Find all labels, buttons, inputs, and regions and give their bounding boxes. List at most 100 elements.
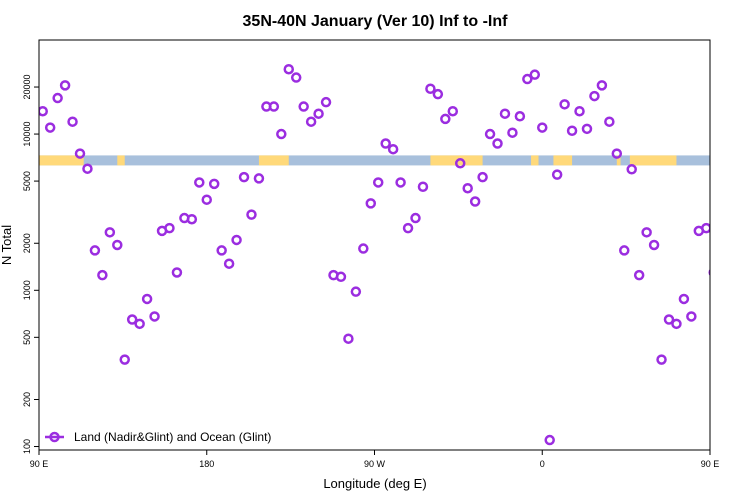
data-point bbox=[656, 354, 667, 365]
x-tick-label: 90 E bbox=[701, 459, 720, 469]
data-point bbox=[522, 73, 533, 85]
data-point bbox=[387, 143, 399, 155]
x-tick-label: 90 E bbox=[30, 459, 49, 469]
y-tick-label: 5000 bbox=[22, 171, 32, 191]
data-point bbox=[238, 171, 250, 183]
data-point bbox=[611, 148, 623, 159]
data-point bbox=[253, 173, 265, 184]
data-point bbox=[507, 127, 518, 138]
data-point bbox=[164, 222, 175, 234]
data-point bbox=[82, 163, 93, 174]
x-tick-label: 90 W bbox=[364, 459, 386, 469]
data-point bbox=[335, 271, 347, 283]
data-point bbox=[395, 177, 406, 188]
data-point bbox=[484, 128, 496, 140]
land-segment bbox=[117, 155, 125, 166]
y-tick-label: 200 bbox=[22, 392, 32, 407]
data-point bbox=[119, 354, 130, 365]
data-point bbox=[313, 108, 324, 119]
data-point bbox=[97, 269, 108, 281]
data-point bbox=[529, 69, 541, 80]
data-point bbox=[477, 171, 488, 183]
data-point bbox=[589, 90, 600, 102]
data-point bbox=[298, 101, 309, 112]
data-point bbox=[194, 177, 205, 188]
land-segment bbox=[258, 155, 289, 166]
data-point bbox=[581, 123, 593, 135]
data-point bbox=[276, 128, 287, 140]
data-point bbox=[499, 108, 511, 119]
data-point bbox=[566, 125, 578, 136]
data-point bbox=[402, 222, 414, 234]
data-point bbox=[52, 92, 63, 104]
data-point bbox=[126, 314, 138, 325]
y-tick-label: 100 bbox=[22, 439, 32, 454]
data-point bbox=[320, 96, 332, 108]
data-point bbox=[641, 227, 652, 238]
data-point bbox=[223, 258, 235, 269]
data-point bbox=[141, 293, 153, 305]
data-points bbox=[39, 63, 710, 446]
x-tick-label: 180 bbox=[199, 459, 214, 469]
data-point bbox=[678, 293, 690, 305]
data-point bbox=[134, 318, 145, 330]
data-point bbox=[44, 122, 56, 133]
data-point bbox=[208, 178, 220, 190]
legend: Land (Nadir&Glint) and Ocean (Glint) bbox=[45, 430, 271, 444]
data-point bbox=[619, 245, 630, 256]
data-point bbox=[305, 116, 317, 127]
data-point bbox=[626, 164, 637, 175]
land-segment bbox=[616, 155, 621, 166]
data-point bbox=[559, 99, 570, 110]
data-point bbox=[268, 101, 280, 112]
land-segment bbox=[553, 155, 573, 166]
data-point bbox=[671, 318, 682, 330]
data-point bbox=[358, 243, 369, 254]
data-point bbox=[350, 286, 362, 297]
x-axis: 90 E 180 90 W 0 90 E bbox=[30, 450, 720, 469]
y-tick-label: 500 bbox=[22, 330, 32, 345]
y-tick-label: 10000 bbox=[22, 122, 32, 147]
data-point bbox=[216, 245, 227, 256]
data-point bbox=[104, 227, 116, 238]
data-point bbox=[417, 181, 429, 192]
chart-title: 35N-40N January (Ver 10) Inf to -Inf bbox=[243, 13, 509, 30]
data-point bbox=[425, 83, 436, 94]
data-point bbox=[372, 177, 384, 188]
ocean-band bbox=[39, 155, 710, 166]
data-point bbox=[149, 311, 160, 322]
data-point bbox=[39, 105, 48, 117]
y-axis: 100 200 500 1000 2000 5000 10000 20000 bbox=[22, 75, 39, 454]
data-point bbox=[596, 80, 608, 91]
data-point bbox=[112, 239, 123, 251]
data-point bbox=[462, 182, 473, 194]
data-point bbox=[686, 311, 697, 322]
data-point bbox=[201, 194, 212, 205]
data-point bbox=[89, 245, 101, 256]
data-point bbox=[663, 314, 675, 325]
data-point bbox=[171, 267, 183, 278]
data-point bbox=[67, 116, 78, 127]
data-point bbox=[537, 122, 548, 133]
y-tick-label: 2000 bbox=[22, 233, 32, 253]
data-point bbox=[283, 63, 295, 75]
legend-marker bbox=[49, 431, 60, 443]
data-point bbox=[447, 105, 459, 117]
x-axis-label: Longitude (deg E) bbox=[323, 476, 426, 491]
y-tick-label: 20000 bbox=[22, 75, 32, 100]
data-point bbox=[701, 222, 710, 234]
data-point bbox=[432, 88, 444, 100]
data-point bbox=[290, 72, 302, 83]
data-point bbox=[514, 111, 526, 122]
data-point bbox=[186, 213, 198, 225]
data-point bbox=[551, 169, 563, 180]
data-point bbox=[633, 269, 645, 281]
land-segment bbox=[39, 155, 84, 166]
data-point bbox=[380, 138, 391, 149]
data-point bbox=[604, 116, 615, 127]
data-point bbox=[440, 113, 451, 125]
y-axis-label: N Total bbox=[0, 225, 14, 265]
data-point bbox=[708, 268, 710, 277]
data-point bbox=[74, 148, 86, 159]
